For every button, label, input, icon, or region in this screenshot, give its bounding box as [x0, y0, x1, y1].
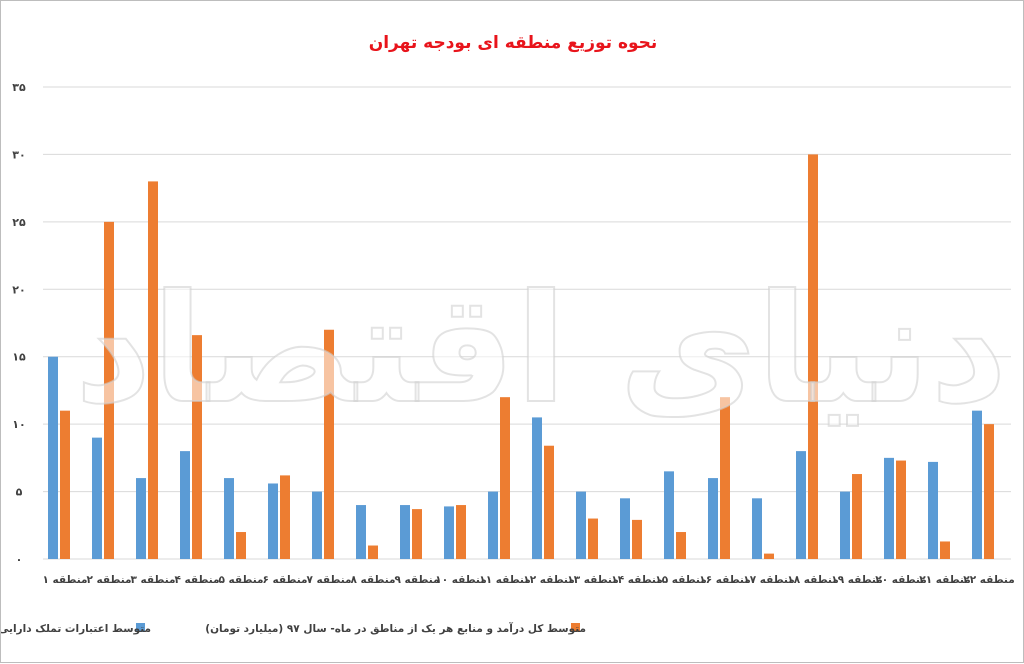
x-tick-label: منطقه ۸ [350, 574, 395, 586]
bar-series-1 [48, 356, 58, 559]
bar-series-2 [368, 545, 378, 559]
bar-series-2 [808, 154, 818, 559]
chart-title: نحوه توزیع منطقه ای بودجه تهران [369, 33, 658, 53]
legend-label: متوسط کل درآمد و منابع هر یک از مناطق در… [205, 622, 586, 635]
bar-series-1 [972, 410, 982, 559]
bar-series-1 [840, 491, 850, 559]
bar-series-2 [940, 541, 950, 559]
bar-series-1 [312, 491, 322, 559]
x-tick-label: منطقه ۵ [218, 574, 263, 586]
watermark-logo: دنیای اقتصاد [75, 263, 1008, 437]
x-tick-label: منطقه ۱۴ [611, 574, 662, 586]
legend: متوسط اعتبارات تملک دارایی سرمایه‌ای هر … [1, 622, 586, 635]
bar-series-2 [192, 335, 202, 559]
bar-series-1 [180, 451, 190, 559]
bar-series-1 [224, 478, 234, 559]
bar-series-1 [708, 478, 718, 559]
y-tick-label: ۱۵ [12, 351, 26, 364]
x-tick-label: منطقه ۲۰ [875, 574, 926, 586]
bar-series-2 [632, 519, 642, 559]
bar-series-2 [544, 445, 554, 559]
bar-series-1 [752, 498, 762, 559]
bar-series-2 [896, 460, 906, 559]
y-tick-label: ۳۰ [12, 148, 25, 161]
y-axis: ۰ ۵ ۱۰ ۱۵ ۲۰ ۲۵ ۳۰ ۳۵ [12, 81, 26, 566]
grid-lines [43, 86, 1011, 560]
bar-series-1 [400, 505, 410, 559]
x-tick-label: منطقه ۱۸ [787, 574, 838, 586]
y-tick-label: ۱۰ [12, 418, 25, 431]
bar-series-1 [928, 461, 938, 559]
bar-series-1 [444, 506, 454, 559]
bar-series-2 [984, 424, 994, 559]
x-tick-label: منطقه ۱۷ [743, 574, 794, 586]
legend-label: متوسط اعتبارات تملک دارایی سرمایه‌ای هر … [1, 623, 151, 635]
bar-series-1 [136, 478, 146, 559]
x-tick-label: منطقه ۲۱ [919, 574, 970, 586]
bar-series-2 [852, 474, 862, 559]
bar-series-1 [532, 417, 542, 559]
bar-series-2 [588, 518, 598, 559]
bars [48, 154, 994, 559]
bar-series-1 [620, 498, 630, 559]
x-tick-label: منطقه ۲۲ [963, 574, 1014, 586]
bar-series-1 [576, 491, 586, 559]
legend-swatch [136, 623, 145, 632]
x-tick-label: منطقه ۱۰ [435, 574, 486, 586]
bar-series-1 [356, 505, 366, 559]
bar-series-2 [412, 509, 422, 559]
bar-series-2 [676, 532, 686, 559]
bar-series-2 [720, 397, 730, 559]
x-tick-label: منطقه ۱۶ [699, 574, 750, 586]
bar-series-2 [280, 475, 290, 559]
bar-series-2 [104, 221, 114, 559]
x-tick-label: منطقه ۴ [174, 574, 219, 586]
x-tick-label: منطقه ۱۲ [523, 574, 574, 586]
x-tick-label: منطقه ۶ [262, 574, 307, 586]
x-tick-label: منطقه ۱۹ [831, 574, 882, 586]
x-tick-label: منطقه ۱۱ [479, 574, 530, 586]
bar-series-1 [884, 457, 894, 559]
bar-series-2 [60, 410, 70, 559]
bar-series-1 [664, 471, 674, 559]
x-tick-label: منطقه ۹ [394, 574, 439, 586]
y-tick-label: ۰ [16, 553, 23, 566]
x-tick-label: منطقه ۳ [130, 574, 175, 586]
bar-series-2 [148, 181, 158, 559]
y-tick-label: ۲۵ [12, 216, 26, 229]
bar-series-2 [500, 397, 510, 559]
bar-series-1 [796, 451, 806, 559]
x-tick-label: منطقه ۱۳ [567, 574, 618, 586]
bar-series-1 [268, 483, 278, 559]
bar-series-2 [236, 532, 246, 559]
bar-series-2 [764, 553, 774, 559]
x-tick-label: منطقه ۷ [306, 574, 351, 586]
y-tick-label: ۵ [16, 486, 23, 499]
legend-swatch [571, 623, 580, 632]
x-tick-label: منطقه ۲ [86, 574, 131, 586]
y-tick-label: ۳۵ [12, 81, 26, 94]
bar-series-1 [488, 491, 498, 559]
bar-series-2 [324, 329, 334, 559]
x-tick-label: منطقه ۱۵ [655, 574, 706, 586]
bar-series-2 [456, 505, 466, 559]
x-tick-label: منطقه ۱ [42, 574, 87, 586]
bar-series-1 [92, 437, 102, 559]
y-tick-label: ۲۰ [12, 283, 25, 296]
